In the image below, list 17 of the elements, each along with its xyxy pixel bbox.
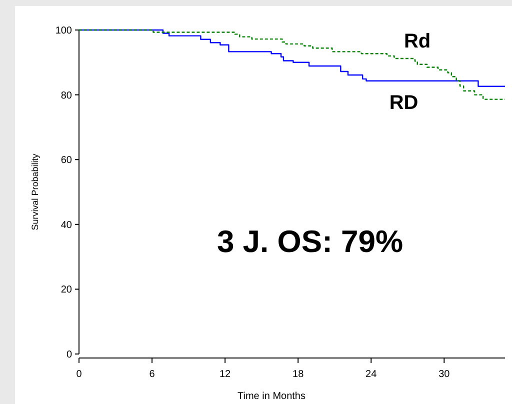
annotation: 3 J. OS: 79% <box>216 224 404 259</box>
x-axis-title: Time in Months <box>238 391 306 402</box>
x-tick-label: 12 <box>219 369 232 380</box>
x-tick-label: 0 <box>76 369 82 380</box>
y-tick-label: 80 <box>60 90 72 102</box>
x-tick-label: 18 <box>292 369 304 380</box>
y-tick-label: 20 <box>60 284 72 296</box>
y-tick-label: 40 <box>60 220 72 231</box>
series-label: Rd <box>404 30 431 52</box>
y-tick-label: 100 <box>55 26 72 36</box>
series-label: RD <box>389 92 418 114</box>
x-tick-label: 6 <box>149 369 156 380</box>
x-tick-label: 24 <box>366 369 378 380</box>
y-tick-label: 60 <box>60 155 72 166</box>
y-tick-label: 0 <box>66 350 72 360</box>
x-tick-label: 30 <box>438 369 450 380</box>
y-axis-title: Survival Probability <box>30 153 40 230</box>
